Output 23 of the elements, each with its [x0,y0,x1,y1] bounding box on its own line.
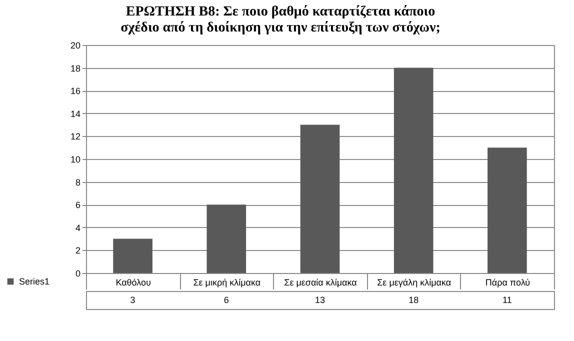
x-tick-label: Καθόλου [116,278,151,288]
y-tick-label: 6 [75,200,80,210]
x-tick-label: Σε μεγάλη κλίμακα [377,278,452,288]
y-tick-label: 18 [70,63,80,74]
y-tick-label: 10 [70,154,80,164]
y-tick-label: 0 [75,268,80,278]
data-label: 6 [224,295,229,305]
y-tick-label: 20 [70,40,80,50]
legend-label: Series1 [19,276,50,286]
data-label: 3 [130,295,136,305]
y-tick-label: 16 [70,86,80,96]
x-tick-label: Σε μεσαία κλίμακα [284,278,357,288]
x-tick-label: Σε μικρή κλίμακα [193,278,261,288]
y-tick-label: 12 [70,132,80,142]
y-tick-label: 2 [75,246,80,256]
chart-title: ΕΡΩΤΗΣΗ Β8: Σε ποιο βαθμό καταρτίζεται κάποιο σχέδιο από τη διοίκηση για την επίτευξη των στόχων; [120,4,440,36]
y-tick-label: 14 [70,108,80,119]
data-label: 13 [314,295,326,305]
y-tick-label: 8 [75,177,80,188]
data-label: 18 [408,295,419,305]
x-tick-label: Πάρα πολύ [485,278,530,288]
data-label: 11 [502,295,512,305]
y-tick-label: 4 [75,222,80,233]
